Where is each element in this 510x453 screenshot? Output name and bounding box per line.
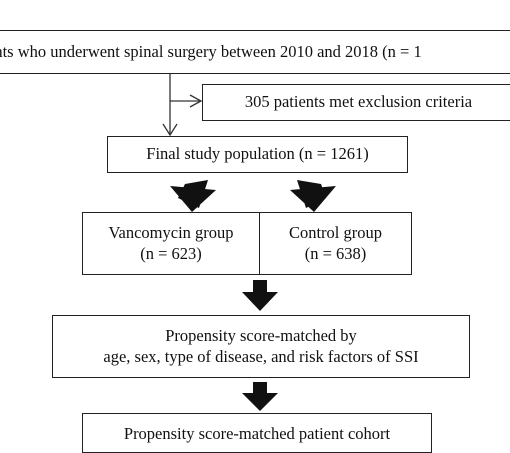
study-population-box: ents who underwent spinal surgery betwee… xyxy=(0,30,510,74)
control-group-cell: Control group (n = 638) xyxy=(260,213,411,274)
propensity-matching-box: Propensity score-matched by age, sex, ty… xyxy=(52,315,470,378)
propensity-matching-line2: age, sex, type of disease, and risk fact… xyxy=(103,346,419,366)
vancomycin-group-cell: Vancomycin group (n = 623) xyxy=(83,213,260,274)
final-population-label: Final study population (n = 1261) xyxy=(146,144,369,164)
exclusion-box: 305 patients met exclusion criteria xyxy=(202,84,510,121)
matched-cohort-box: Propensity score-matched patient cohort xyxy=(82,413,432,453)
bold-arrow-left-head xyxy=(170,186,216,212)
control-group-count: (n = 638) xyxy=(304,243,367,263)
vancomycin-group-count: (n = 623) xyxy=(140,243,202,263)
bold-arrow-down-1 xyxy=(242,280,278,311)
exclusion-label: 305 patients met exclusion criteria xyxy=(244,92,473,112)
vancomycin-group-title: Vancomycin group xyxy=(108,222,234,242)
study-population-label: ents who underwent spinal surgery betwee… xyxy=(0,41,422,61)
arrowhead-top-to-final xyxy=(162,123,178,137)
bold-arrow-right xyxy=(297,180,326,208)
group-split-box: Vancomycin group (n = 623) Control group… xyxy=(82,212,412,275)
control-group-title: Control group xyxy=(288,222,383,242)
bold-arrow-right-head xyxy=(290,186,336,212)
arrowhead-to-exclusion xyxy=(189,94,203,108)
bold-arrow-left xyxy=(178,180,208,208)
bold-arrow-down-2 xyxy=(242,382,278,411)
matched-cohort-label: Propensity score-matched patient cohort xyxy=(123,424,391,443)
final-population-box: Final study population (n = 1261) xyxy=(107,136,408,173)
propensity-matching-line1: Propensity score-matched by xyxy=(165,325,357,345)
